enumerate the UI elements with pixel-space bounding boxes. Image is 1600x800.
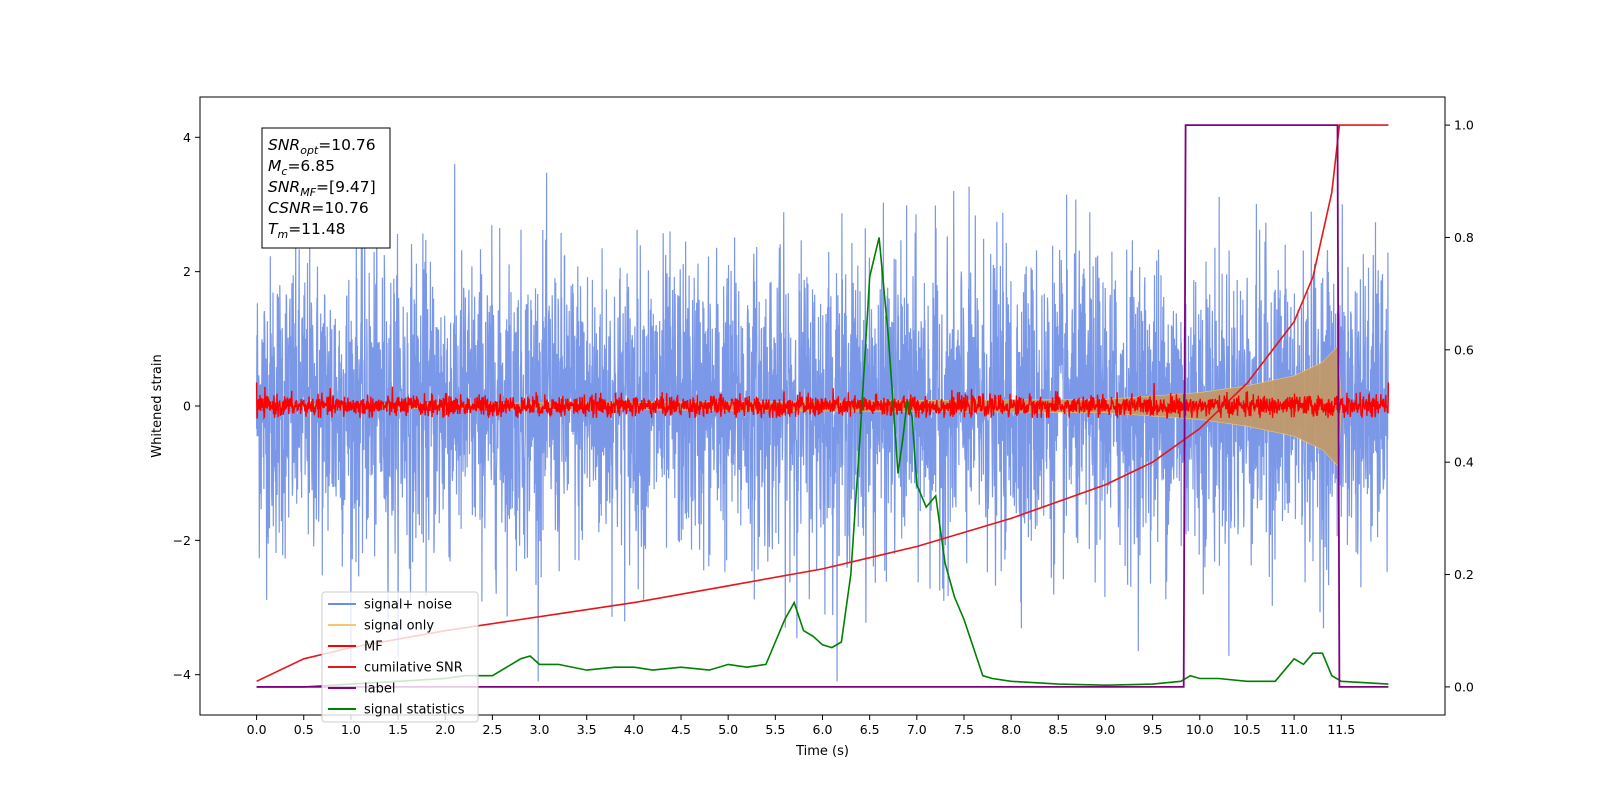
x-tick-label: 9.5	[1143, 722, 1163, 737]
x-tick-label: 5.0	[718, 722, 738, 737]
y2-tick-label: 0.4	[1454, 455, 1474, 470]
legend: signal+ noise signal only MF cumilative SNR…	[321, 591, 479, 723]
x-tick-label: 11.5	[1327, 722, 1355, 737]
x-tick-label: 6.0	[813, 722, 833, 737]
y2-tick-label: 0.0	[1454, 679, 1474, 694]
x-tick-label: 1.5	[388, 722, 408, 737]
x-tick-label: 10.5	[1233, 722, 1261, 737]
annotation-box: SNRopt=10.76Mc=6.85SNRMF=[9.47]CSNR=10.7…	[261, 127, 391, 249]
x-tick-label: 2.0	[435, 722, 455, 737]
axes: 0.0 0.5 1.0 1.5 2.0 2.5 3.0 3.5 4.0 4.5 5.0 5.5 6.0 6…	[150, 96, 1474, 759]
x-tick-label: 8.0	[1001, 722, 1021, 737]
x-tick-label: 3.0	[530, 722, 550, 737]
y-axis-label: Whitened strain	[150, 354, 165, 457]
x-tick-label: 4.0	[624, 722, 644, 737]
x-tick-label: 10.0	[1186, 722, 1214, 737]
x-tick-label: 2.5	[482, 722, 502, 737]
x-axis-label: Time (s)	[795, 744, 849, 759]
y-tick-label: 0	[183, 399, 191, 414]
x-tick-label: 1.0	[341, 722, 361, 737]
x-tick-label: 4.5	[671, 722, 691, 737]
mf-line	[255, 382, 1390, 420]
annotation-line: SNRopt=10.76	[268, 136, 376, 157]
legend-label: MF	[364, 640, 383, 655]
x-tick-label: 5.5	[765, 722, 785, 737]
legend-label: signal+ noise	[364, 598, 452, 613]
y2-tick-label: 0.6	[1454, 342, 1474, 357]
x-tick-label: 0.0	[247, 722, 267, 737]
y-tick-label: 2	[183, 264, 191, 279]
y-tick-label: −2	[173, 533, 191, 548]
y-tick-label: 4	[183, 130, 191, 145]
legend-frame	[321, 591, 479, 723]
y2-tick-label: 0.8	[1454, 230, 1474, 245]
signal-statistics-line	[256, 237, 1389, 688]
x-tick-label: 7.0	[907, 722, 927, 737]
x-tick-label: 3.5	[577, 722, 597, 737]
y2-tick-label: 0.2	[1454, 567, 1474, 582]
x-tick-label: 8.5	[1048, 722, 1068, 737]
series-group	[255, 124, 1390, 688]
annotation-line: SNRMF=[9.47]	[268, 178, 376, 199]
annotation-frame	[261, 127, 391, 249]
x-tick-label: 11.0	[1280, 722, 1308, 737]
x-tick-label: 0.5	[294, 722, 314, 737]
legend-label: signal statistics	[364, 703, 465, 718]
y-tick-label: −4	[173, 667, 191, 682]
legend-label: cumilative SNR	[364, 661, 463, 676]
x-tick-label: 7.5	[954, 722, 974, 737]
annotation-line: Mc=6.85	[268, 157, 335, 178]
annotation-line: Tm=11.48	[268, 220, 346, 241]
x-tick-label: 6.5	[860, 722, 880, 737]
plot-area	[255, 124, 1390, 688]
label-line	[256, 124, 1389, 688]
x-tick-label: 9.0	[1096, 722, 1116, 737]
legend-label: signal only	[364, 619, 434, 634]
annotation-line: CSNR=10.76	[268, 199, 369, 217]
legend-label: label	[364, 682, 395, 697]
y2-tick-label: 1.0	[1454, 118, 1474, 133]
